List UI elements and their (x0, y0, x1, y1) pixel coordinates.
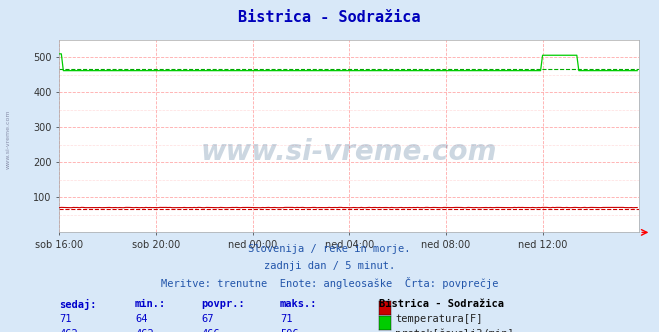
Text: povpr.:: povpr.: (201, 299, 244, 309)
Text: pretok[čevelj3/min]: pretok[čevelj3/min] (395, 329, 514, 332)
Text: 466: 466 (201, 329, 219, 332)
Text: www.si-vreme.com: www.si-vreme.com (201, 137, 498, 166)
Text: sedaj:: sedaj: (59, 299, 97, 310)
Text: Meritve: trenutne  Enote: angleosaške  Črta: povprečje: Meritve: trenutne Enote: angleosaške Črt… (161, 277, 498, 289)
Text: maks.:: maks.: (280, 299, 318, 309)
Text: Bistrica - Sodražica: Bistrica - Sodražica (239, 10, 420, 25)
Text: 71: 71 (59, 314, 72, 324)
Text: www.si-vreme.com: www.si-vreme.com (5, 110, 11, 169)
Text: 64: 64 (135, 314, 148, 324)
Text: 71: 71 (280, 314, 293, 324)
Text: min.:: min.: (135, 299, 166, 309)
Text: zadnji dan / 5 minut.: zadnji dan / 5 minut. (264, 261, 395, 271)
Text: 506: 506 (280, 329, 299, 332)
Text: 462: 462 (135, 329, 154, 332)
Text: 462: 462 (59, 329, 78, 332)
Text: 67: 67 (201, 314, 214, 324)
Text: temperatura[F]: temperatura[F] (395, 314, 483, 324)
Text: Slovenija / reke in morje.: Slovenija / reke in morje. (248, 244, 411, 254)
Text: Bistrica - Sodražica: Bistrica - Sodražica (379, 299, 504, 309)
